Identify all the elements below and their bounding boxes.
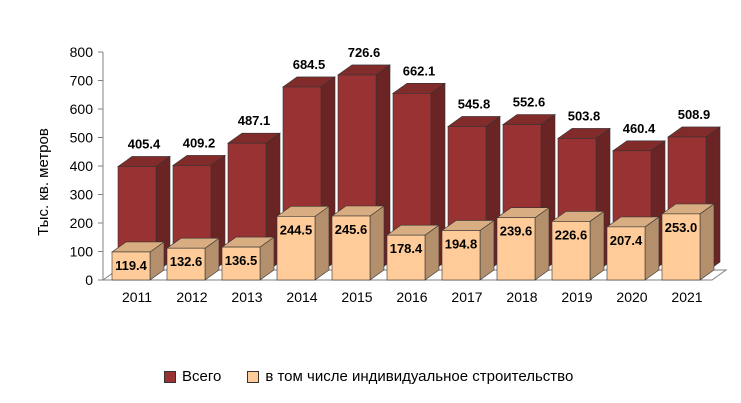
bar-individual-2012 [166, 237, 220, 281]
bar-individual-2021-front [661, 213, 701, 281]
legend: Всего в том числе индивидуальное строите… [164, 368, 599, 385]
legend-item-total: Всего [164, 368, 221, 385]
bar-individual-2020-side [644, 216, 660, 281]
bar-individual-2019-front [551, 221, 591, 281]
x-tick-label-2018: 2018 [506, 289, 537, 305]
data-label-total-2016: 662.1 [403, 63, 436, 78]
bar-individual-2018-front [496, 217, 536, 281]
data-label-total-2019: 503.8 [568, 108, 601, 123]
bar-individual-2014-front [276, 216, 316, 281]
bar-individual-2015-front [331, 215, 371, 281]
bar-individual-2017 [441, 219, 495, 281]
bar-individual-2013-front [221, 246, 261, 281]
x-tick-label-2012: 2012 [176, 289, 207, 305]
data-label-individual-2019: 226.6 [555, 227, 588, 242]
bar-individual-2018-side [534, 207, 550, 281]
data-label-individual-2014: 244.5 [280, 222, 313, 237]
legend-label-total: Всего [182, 368, 222, 385]
data-label-individual-2013: 136.5 [225, 253, 258, 268]
x-tick-label-2014: 2014 [286, 289, 317, 305]
y-tick-label: 100 [70, 244, 94, 260]
legend-swatch-total [164, 370, 176, 383]
bars: 405.4 119.4 409.2 132.6 487.1 136.5 684.5 244.5… [111, 45, 721, 281]
data-label-total-2013: 487.1 [238, 113, 271, 128]
y-tick-label: 700 [70, 73, 94, 89]
bar-individual-2018 [496, 207, 550, 281]
y-axis-label: Тыс. кв. метров [35, 128, 52, 236]
y-tick-label: 300 [70, 187, 94, 203]
data-label-total-2021: 508.9 [678, 107, 711, 122]
bar-individual-2014 [276, 205, 330, 281]
data-label-individual-2011: 119.4 [115, 258, 148, 273]
data-label-total-2012: 409.2 [183, 135, 216, 150]
data-label-individual-2016: 178.4 [390, 241, 423, 256]
y-tick-label: 500 [70, 130, 94, 146]
data-label-total-2018: 552.6 [513, 95, 546, 110]
bar-individual-2017-side [479, 219, 495, 281]
data-label-total-2017: 545.8 [458, 96, 491, 111]
data-label-individual-2012: 132.6 [170, 254, 203, 269]
y-tick-label: 600 [70, 101, 94, 117]
x-tick-label-2015: 2015 [341, 289, 372, 305]
x-tick-label-2011: 2011 [122, 289, 152, 305]
x-tick-label-2013: 2013 [231, 289, 262, 305]
bar-individual-2012-front [166, 247, 206, 281]
y-tick-label: 200 [70, 215, 94, 231]
data-label-individual-2015: 245.6 [335, 222, 368, 237]
bar-individual-2016-front [386, 234, 426, 281]
bar-individual-2013 [221, 236, 275, 281]
bar-individual-2014-side [314, 205, 330, 281]
data-label-individual-2018: 239.6 [500, 224, 533, 239]
data-label-total-2014: 684.5 [293, 57, 326, 72]
bar-individual-2021-side [699, 203, 715, 281]
x-tick-label-2020: 2020 [616, 289, 647, 305]
legend-item-individual: в том числе индивидуальное строительство [247, 368, 573, 385]
bar-individual-2020-front [606, 226, 646, 281]
data-label-total-2020: 460.4 [623, 121, 656, 136]
bar-individual-2019-side [589, 210, 605, 281]
data-label-total-2015: 726.6 [348, 45, 381, 60]
bar-individual-2021 [661, 203, 715, 281]
x-tick-label-2021: 2021 [671, 289, 702, 305]
bar-individual-2015 [331, 205, 385, 281]
y-tick-label: 400 [70, 158, 94, 174]
x-tick-label-2019: 2019 [561, 289, 592, 305]
y-tick-label: 800 [70, 44, 94, 60]
data-label-individual-2021: 253.0 [665, 220, 698, 235]
y-tick-label: 0 [85, 272, 93, 288]
bar-individual-2017-front [441, 230, 481, 281]
bar-individual-2011 [111, 241, 165, 281]
bar-individual-2019 [551, 210, 605, 281]
data-label-individual-2017: 194.8 [445, 236, 478, 251]
legend-label-individual: в том числе индивидуальное строительство [265, 368, 574, 385]
bar-individual-2015-side [369, 205, 385, 281]
x-tick-label-2016: 2016 [396, 289, 427, 305]
bar-individual-2020 [606, 216, 660, 281]
legend-swatch-individual [247, 370, 260, 383]
x-tick-label-2017: 2017 [451, 289, 482, 305]
data-label-total-2011: 405.4 [128, 136, 161, 151]
bar-individual-2016 [386, 224, 440, 281]
bar-individual-2011-front [111, 251, 151, 281]
data-label-individual-2020: 207.4 [610, 233, 643, 248]
